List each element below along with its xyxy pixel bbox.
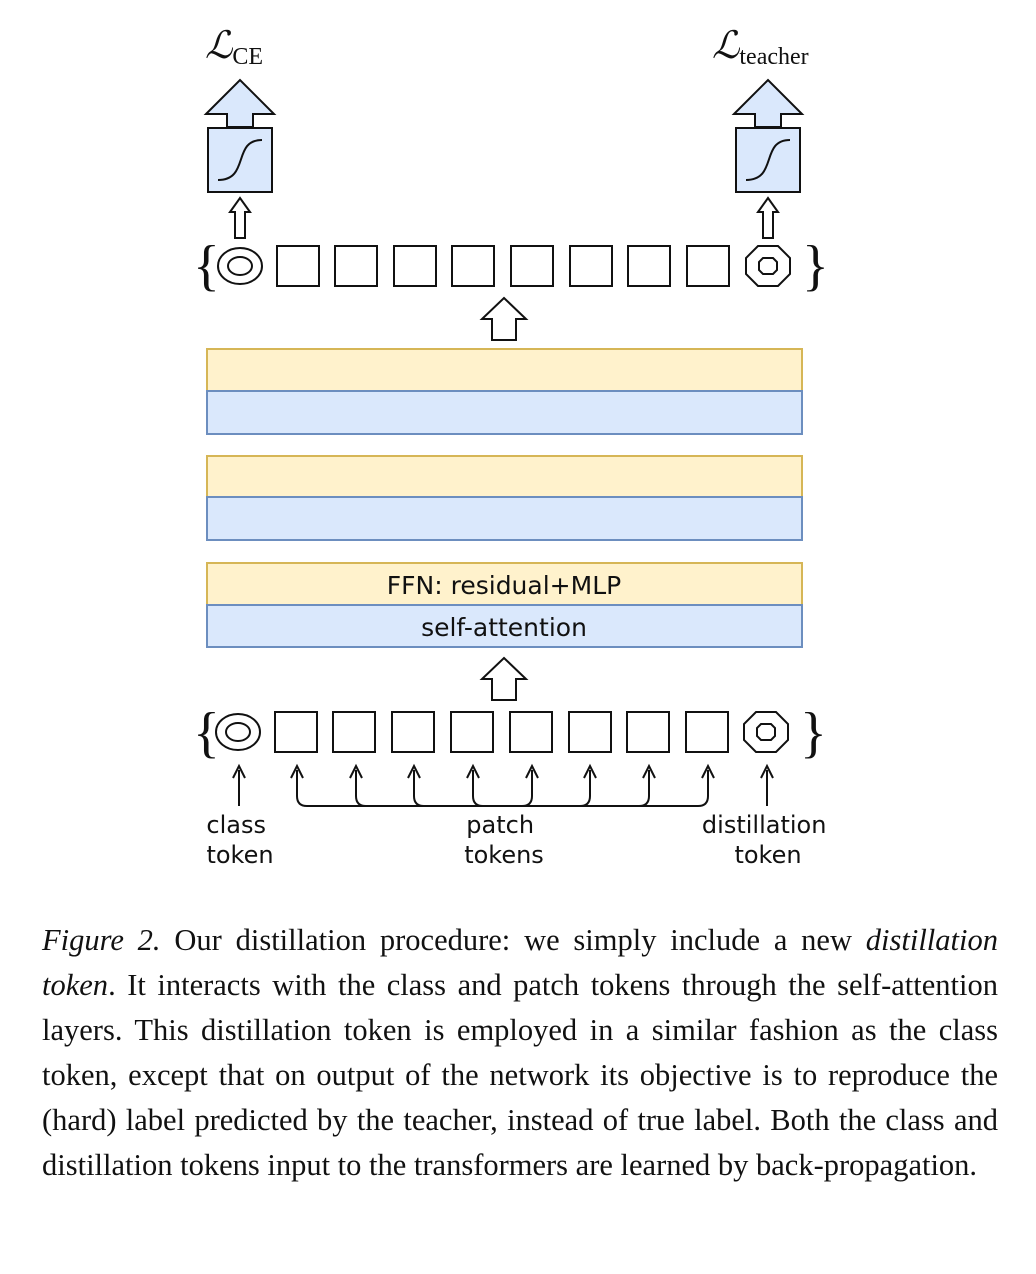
transformer-output-arrow <box>479 296 529 341</box>
ce-sigmoid-icon <box>217 139 263 181</box>
distillation-token-label-line2: token <box>734 841 801 869</box>
ce-head <box>203 78 277 193</box>
distillation-token-label-line1: distillation <box>702 811 827 839</box>
loss-ce-label: ℒCE <box>205 25 263 70</box>
class-token-label: class token <box>206 811 273 869</box>
output-patch-token <box>276 245 320 287</box>
output-patch-token <box>334 245 378 287</box>
distillation-token-arrow <box>760 763 774 806</box>
ce-output-arrow <box>203 78 277 128</box>
transformer-input-arrow <box>479 656 529 701</box>
output-patch-token <box>569 245 613 287</box>
class-token-label-line2: token <box>206 841 273 869</box>
transformer-block-2 <box>206 455 803 541</box>
output-class-token <box>217 247 263 285</box>
attention-label: self-attention <box>421 613 587 642</box>
loss-ce-subscript: CE <box>232 44 263 70</box>
input-patch-token <box>450 711 494 753</box>
loss-teacher-symbol: ℒ <box>712 25 741 67</box>
patch-tokens-label-line1: patch <box>466 811 534 839</box>
input-class-token <box>215 713 261 751</box>
transformer-block-3 <box>206 348 803 435</box>
caption-text-1: Our distillation procedure: we simply in… <box>160 923 866 957</box>
distill-output-arrow <box>756 196 780 239</box>
patch-tokens-label: patch tokens <box>464 811 544 869</box>
output-patch-token <box>686 245 730 287</box>
figure-label: Figure 2. <box>42 923 161 957</box>
output-distillation-token <box>745 245 791 287</box>
teacher-head <box>731 78 805 193</box>
figure-caption: Figure 2. Our distillation procedure: we… <box>42 918 998 1188</box>
output-right-brace: } <box>802 235 829 297</box>
loss-teacher-subscript: teacher <box>739 44 808 70</box>
teacher-sigmoid-icon <box>745 139 791 181</box>
input-patch-token <box>685 711 729 753</box>
patch-tokens-label-line2: tokens <box>464 841 544 869</box>
loss-ce-symbol: ℒ <box>205 25 234 67</box>
transformer-block-1: FFN: residual+MLP self-attention <box>206 562 803 648</box>
caption-text-2: . It interacts with the class and patch … <box>42 968 998 1182</box>
input-patch-token <box>391 711 435 753</box>
distillation-diagram: ℒCE ℒteacher { } <box>193 25 834 869</box>
input-patch-token <box>332 711 376 753</box>
distillation-token-label: distillation token <box>702 811 834 869</box>
output-patch-token <box>393 245 437 287</box>
input-right-brace: } <box>800 702 827 764</box>
loss-teacher-label: ℒteacher <box>712 25 809 70</box>
output-patch-token <box>510 245 554 287</box>
input-patch-token <box>509 711 553 753</box>
attention-layer <box>206 604 803 648</box>
ffn-layer <box>206 562 803 606</box>
ffn-layer <box>206 348 803 392</box>
caption-emphasis: distillation token <box>42 923 998 1002</box>
input-token-row: { } <box>193 702 827 764</box>
attention-layer <box>206 390 803 435</box>
class-output-arrow <box>228 196 252 239</box>
teacher-output-arrow <box>731 78 805 128</box>
attention-layer <box>206 496 803 541</box>
output-patch-token <box>451 245 495 287</box>
class-token-arrow <box>232 763 246 806</box>
output-patch-token <box>627 245 671 287</box>
output-left-brace: { <box>193 235 220 297</box>
input-patch-token <box>626 711 670 753</box>
input-patch-token <box>274 711 318 753</box>
input-distillation-token <box>743 711 789 753</box>
input-patch-token <box>568 711 612 753</box>
output-token-row: { } <box>193 235 829 297</box>
ffn-label: FFN: residual+MLP <box>387 571 621 600</box>
ffn-layer <box>206 455 803 498</box>
patch-token-arrows <box>290 763 715 807</box>
class-token-label-line1: class <box>206 811 266 839</box>
